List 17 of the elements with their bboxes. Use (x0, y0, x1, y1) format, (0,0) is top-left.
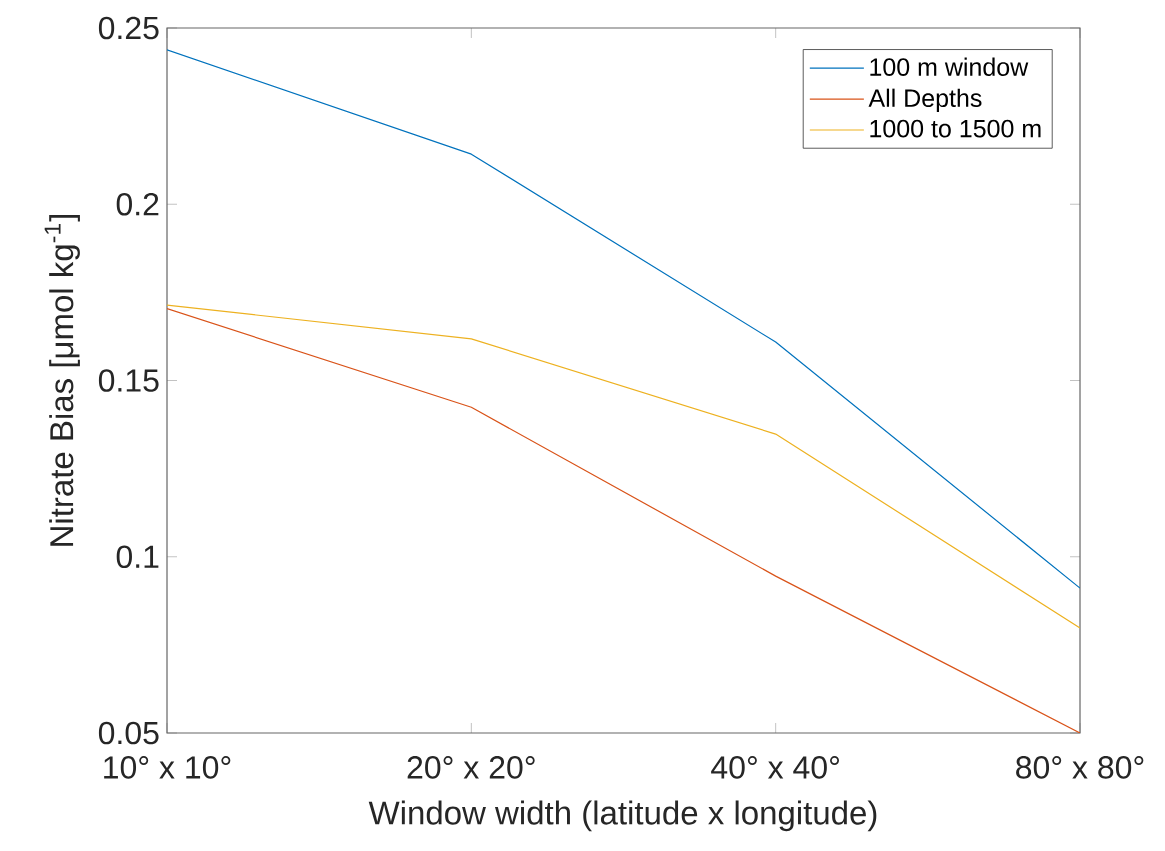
y-tick-label: 0.1 (116, 545, 159, 569)
line-series (167, 49, 1081, 589)
y-tick-label: 0.25 (98, 16, 159, 40)
x-tick-label: 40° x 40° (711, 756, 839, 779)
legend-label: 100 m window (870, 57, 1029, 76)
y-tick-label: 0.2 (116, 192, 159, 216)
legend-label: 1000 to 1500 m (870, 119, 1041, 138)
x-axis-title: Window width (latitude x longitude) (368, 800, 877, 832)
y-axis-title: Nitrate Bias [μmol kg$^{-1}$] (44, 214, 80, 546)
line-series (167, 304, 1081, 629)
y-tick-label: 0.15 (98, 369, 159, 392)
x-tick-label: 80° x 80° (1016, 756, 1144, 779)
x-tick-label: 20° x 20° (407, 756, 535, 779)
y-tick-label: 0.05 (98, 721, 159, 745)
x-tick-label: 10° x 10° (104, 756, 231, 779)
legend-label: All Depths (868, 88, 982, 112)
line-series (167, 307, 1081, 733)
